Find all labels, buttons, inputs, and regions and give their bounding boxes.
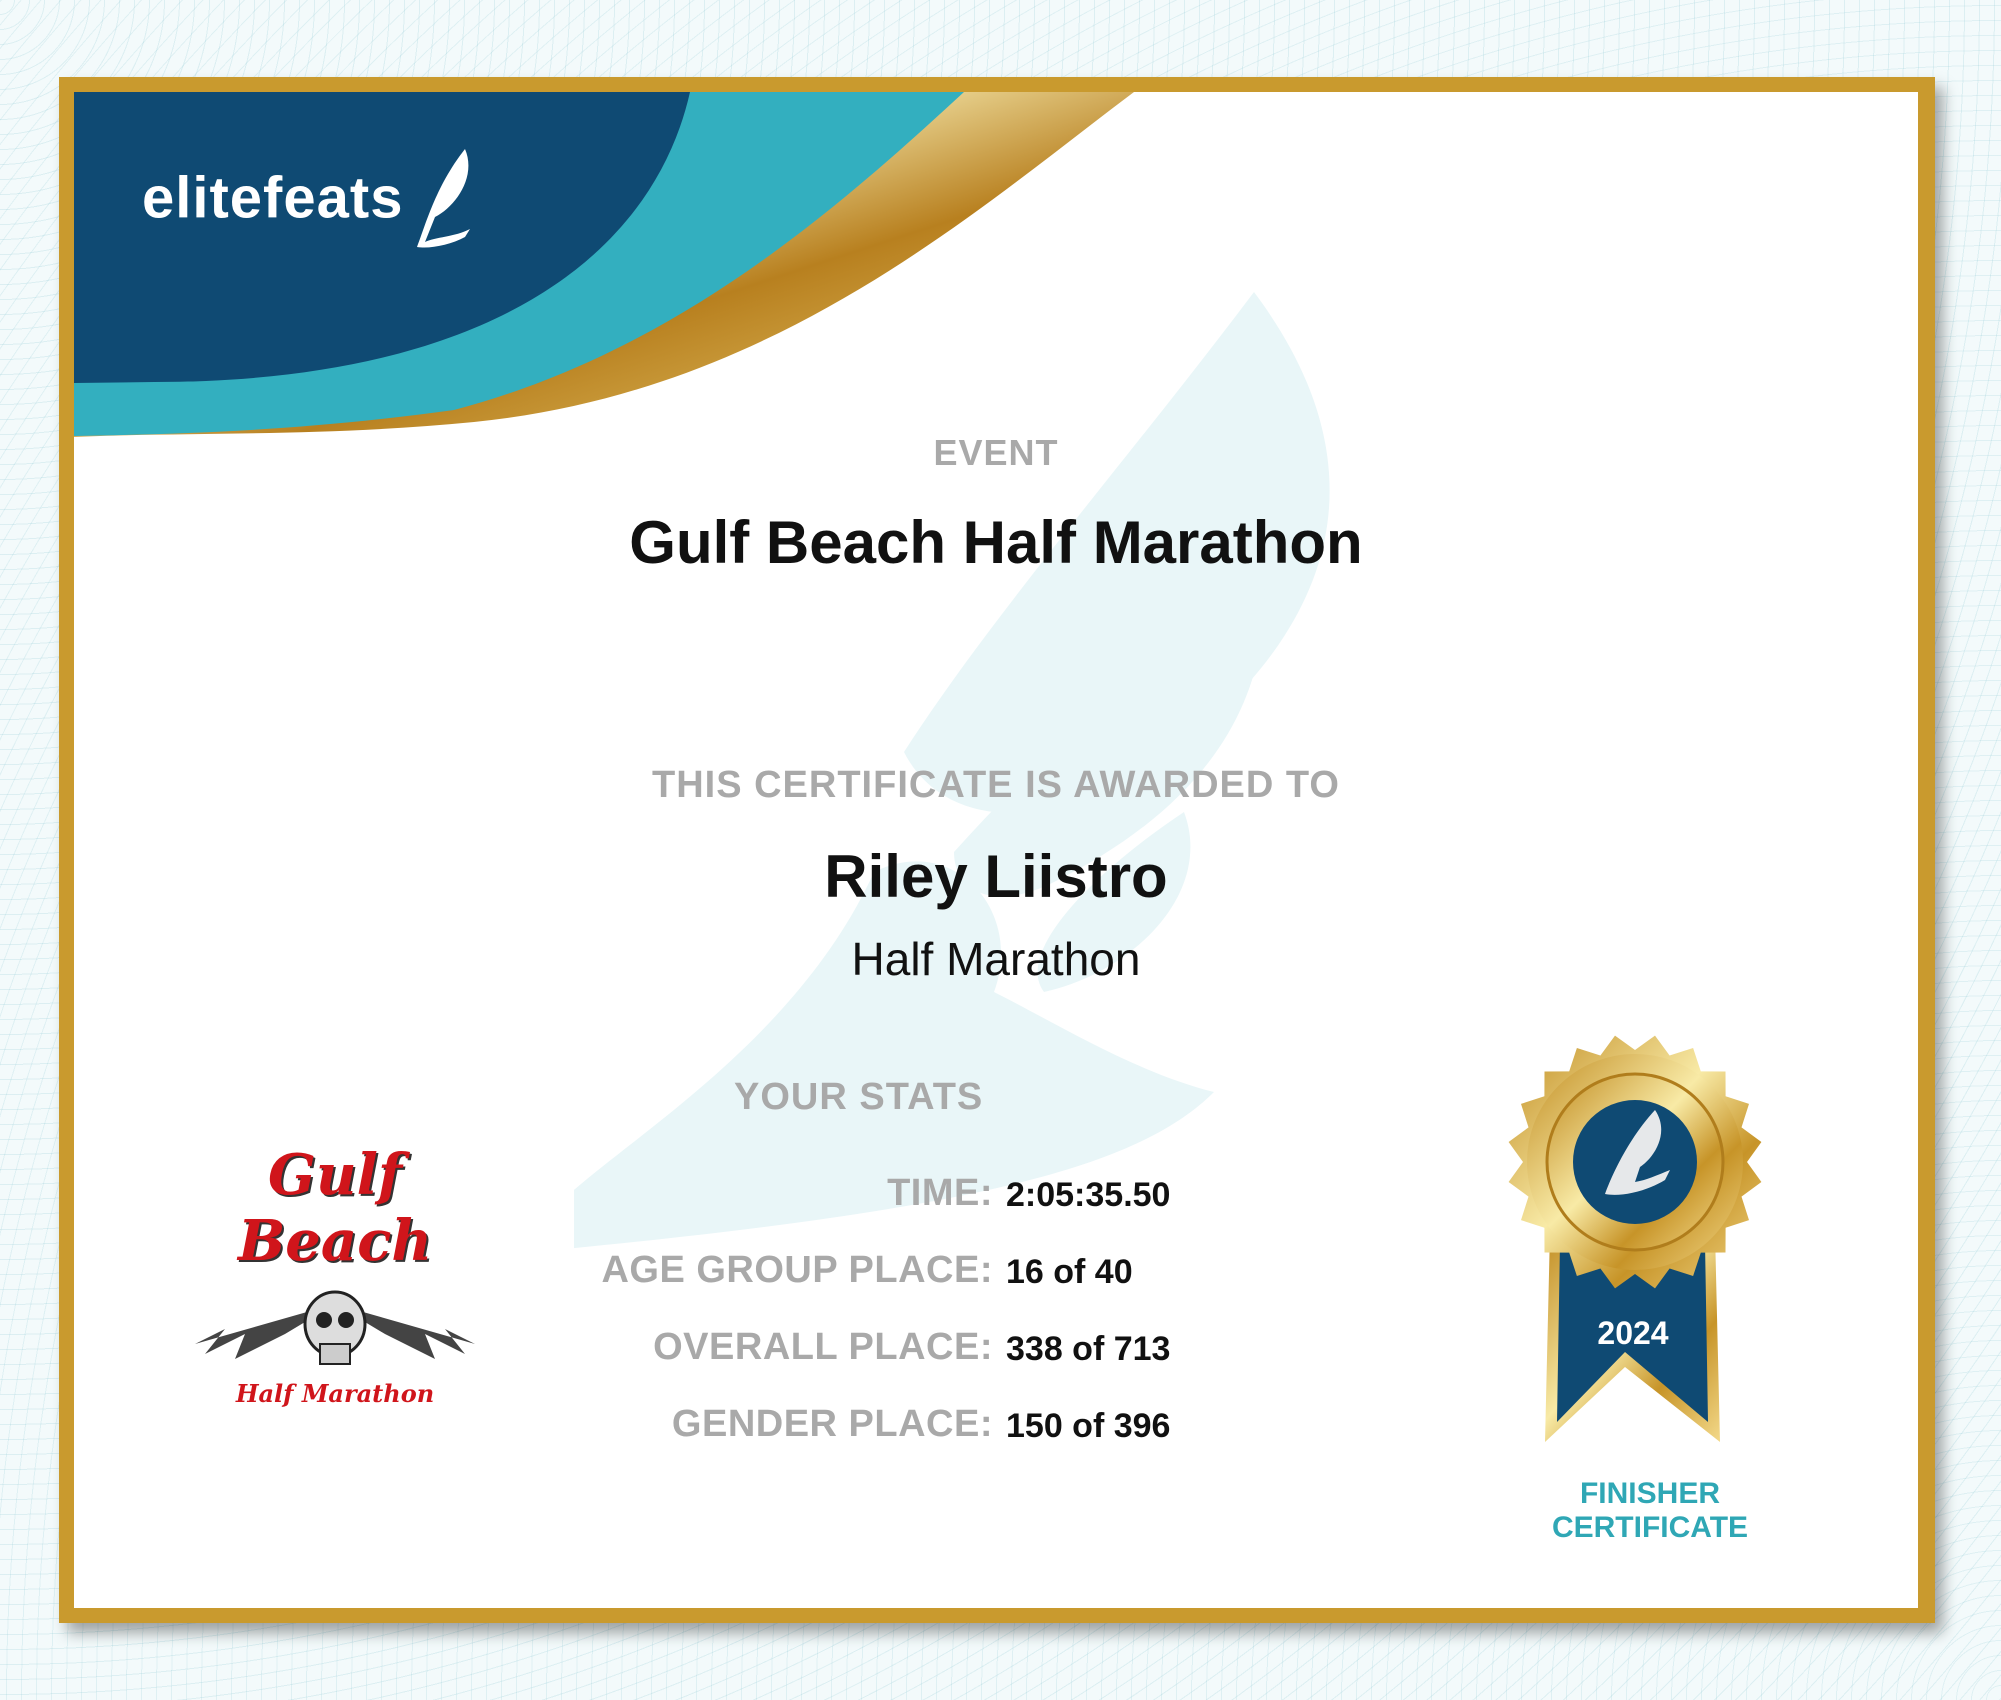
finisher-medal: 2024 <box>1508 1035 1762 1442</box>
winged-foot-watermark <box>574 292 1330 1249</box>
logo-text: elitefeats <box>142 165 404 231</box>
gulf-beach-logo: Gulf Beach Half Marathon <box>185 1142 485 1408</box>
stat-label: AGE GROUP PLACE: <box>601 1249 993 1291</box>
certificate: elitefeats EVENT Gulf Beach Half Maratho… <box>74 92 1918 1608</box>
finisher-certificate-label: FINISHER CERTIFICATE <box>1520 1477 1780 1545</box>
stat-value: 150 of 396 <box>1006 1407 1171 1445</box>
stats-label: YOUR STATS <box>734 1076 984 1118</box>
event-name: Gulf Beach Half Marathon <box>629 509 1363 576</box>
stat-row-time: TIME: 2:05:35.50 <box>74 1172 1918 1222</box>
recipient-name: Riley Liistro <box>824 843 1168 910</box>
header-banner <box>74 92 1134 437</box>
stat-value: 2:05:35.50 <box>1006 1176 1171 1214</box>
stat-value: 338 of 713 <box>1006 1330 1171 1368</box>
winged-foot-icon <box>416 149 470 248</box>
badge-line2: CERTIFICATE <box>1551 1511 1749 1544</box>
elitefeats-logo: elitefeats <box>142 147 475 257</box>
badge-line1: FINISHER <box>1579 1477 1720 1510</box>
race-logo-title: Gulf Beach <box>237 1142 433 1274</box>
stat-row-age-group: AGE GROUP PLACE: 16 of 40 <box>74 1249 1918 1299</box>
stat-label: TIME: <box>887 1172 993 1214</box>
event-label: EVENT <box>933 432 1059 473</box>
awarded-to-label: THIS CERTIFICATE IS AWARDED TO <box>652 764 1340 806</box>
stat-label: OVERALL PLACE: <box>653 1326 993 1368</box>
race-logo-subtitle: Half Marathon <box>235 1379 435 1408</box>
winged-foot-icon <box>1605 1110 1670 1195</box>
stat-row-gender: GENDER PLACE: 150 of 396 <box>74 1403 1918 1453</box>
stat-value: 16 of 40 <box>1006 1253 1133 1291</box>
stat-label: GENDER PLACE: <box>671 1403 993 1445</box>
stat-row-overall: OVERALL PLACE: 338 of 713 <box>74 1326 1918 1376</box>
race-distance: Half Marathon <box>851 933 1141 985</box>
medal-year: 2024 <box>1597 1315 1668 1351</box>
winged-skull-icon <box>195 1290 475 1365</box>
